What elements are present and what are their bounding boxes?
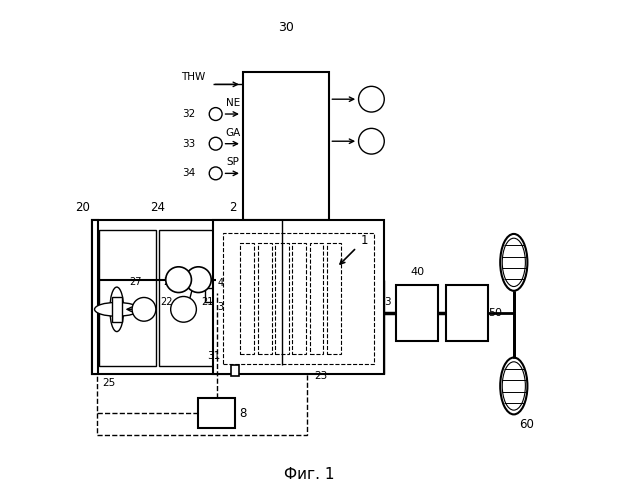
Bar xyxy=(240,242,254,354)
Text: 1: 1 xyxy=(360,234,368,246)
Bar xyxy=(292,242,306,354)
Text: 50: 50 xyxy=(488,308,502,318)
Bar xyxy=(204,288,216,302)
Text: 20: 20 xyxy=(75,202,89,214)
Ellipse shape xyxy=(110,287,124,332)
Bar xyxy=(310,242,323,354)
Text: 4: 4 xyxy=(217,278,224,288)
Circle shape xyxy=(132,298,156,321)
Text: 30: 30 xyxy=(278,21,294,34)
Text: 23: 23 xyxy=(314,371,328,381)
Bar xyxy=(97,368,307,436)
Bar xyxy=(92,220,98,374)
Text: NE: NE xyxy=(226,98,240,108)
Bar xyxy=(275,242,289,354)
Text: 33: 33 xyxy=(183,138,196,148)
Text: 21: 21 xyxy=(201,297,213,307)
Text: 24: 24 xyxy=(150,202,166,214)
Bar xyxy=(327,242,341,354)
Bar xyxy=(258,242,272,354)
Ellipse shape xyxy=(500,358,527,414)
Ellipse shape xyxy=(500,234,527,291)
Text: 8: 8 xyxy=(239,406,247,420)
Circle shape xyxy=(209,108,222,120)
Bar xyxy=(223,232,374,364)
Text: 2: 2 xyxy=(229,202,236,214)
Circle shape xyxy=(209,167,222,180)
Text: 34: 34 xyxy=(183,168,196,178)
Bar xyxy=(100,230,157,366)
Text: THW: THW xyxy=(181,72,206,82)
Circle shape xyxy=(358,86,384,112)
Text: PE: PE xyxy=(366,94,377,104)
Text: 26: 26 xyxy=(164,277,177,287)
Text: 22: 22 xyxy=(160,297,173,307)
Bar xyxy=(231,365,240,376)
Bar xyxy=(198,398,235,428)
Text: 3: 3 xyxy=(217,302,224,312)
Text: 27: 27 xyxy=(129,277,142,287)
Text: Фиг. 1: Фиг. 1 xyxy=(284,468,335,482)
Text: F: F xyxy=(141,304,147,314)
Text: PE: PE xyxy=(178,305,189,314)
Circle shape xyxy=(209,138,222,150)
Text: GA: GA xyxy=(226,128,241,138)
Bar xyxy=(445,284,488,342)
Bar xyxy=(243,72,329,221)
Text: 40: 40 xyxy=(410,267,424,277)
Circle shape xyxy=(358,128,384,154)
Text: 32: 32 xyxy=(183,109,196,119)
Text: 25: 25 xyxy=(102,378,115,388)
Bar xyxy=(213,220,384,374)
Text: 3: 3 xyxy=(385,297,391,307)
Text: SP: SP xyxy=(227,158,240,168)
Bar xyxy=(92,220,238,374)
Circle shape xyxy=(171,296,196,322)
Text: 60: 60 xyxy=(519,418,534,431)
Bar xyxy=(112,297,121,322)
Circle shape xyxy=(166,267,192,292)
Text: F: F xyxy=(369,136,374,146)
Bar xyxy=(159,230,233,366)
Text: 31: 31 xyxy=(208,351,220,361)
Bar xyxy=(396,284,438,342)
Ellipse shape xyxy=(95,302,139,316)
Circle shape xyxy=(185,267,212,292)
